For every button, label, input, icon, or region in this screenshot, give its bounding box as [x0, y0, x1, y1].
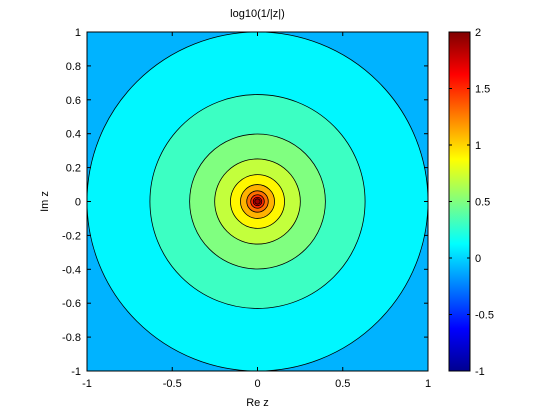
contour-line	[246, 190, 269, 213]
y-tick-label: -0.4	[62, 264, 81, 276]
y-tick-label: 0.2	[66, 163, 81, 175]
contour-plot	[87, 32, 428, 371]
contour-line	[230, 174, 285, 229]
y-tick-label: 0	[75, 197, 81, 209]
y-tick-label: 0.4	[66, 129, 81, 141]
colorbar-gradient	[448, 31, 471, 372]
contour-line	[252, 196, 263, 207]
y-tick-label: -1	[71, 366, 81, 378]
colorbar-tick-label: 0	[475, 253, 481, 265]
x-tick-label: 0.5	[335, 378, 350, 390]
x-tick-label: 0	[254, 378, 260, 390]
y-tick-label: -0.8	[62, 332, 81, 344]
x-tick-label: -0.5	[163, 378, 182, 390]
y-tick-label: -0.2	[62, 230, 81, 242]
colorbar: 2 1.5 1 0.5 0 -0.5 -1	[448, 27, 494, 378]
y-tick-label: 0.6	[66, 95, 81, 107]
colorbar-tick-label: -0.5	[475, 310, 494, 322]
y-tick-label: -0.6	[62, 298, 81, 310]
x-tick-label: -1	[82, 378, 92, 390]
colorbar-tick-label: 1	[475, 140, 481, 152]
colorbar-tick-label: 2	[475, 27, 481, 39]
colorbar-tick-label: 0.5	[475, 197, 490, 209]
contour-line	[149, 94, 366, 309]
x-axis-label: Re z	[246, 397, 269, 409]
y-axis-label: Im z	[39, 191, 51, 212]
colorbar-tick-label: 1.5	[475, 84, 490, 96]
y-tick-label: 1	[75, 27, 81, 39]
x-tick-label: 1	[425, 378, 431, 390]
contour-band	[254, 198, 261, 205]
contour-line	[189, 133, 326, 270]
contour-line	[240, 184, 275, 219]
contour-line	[214, 158, 301, 245]
chart-title: log10(1/|z|)	[230, 8, 285, 20]
contour-line	[250, 194, 265, 209]
contour-line	[254, 198, 261, 205]
colorbar-tick-label: -1	[475, 366, 485, 378]
y-tick-label: 0.8	[66, 61, 81, 73]
